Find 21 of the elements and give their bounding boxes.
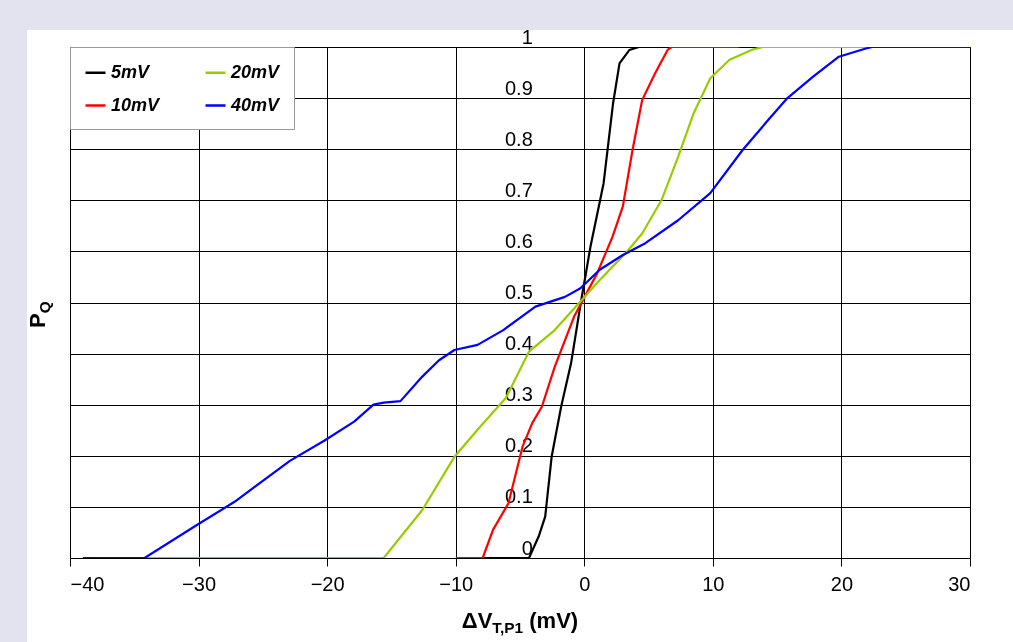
y-tick-label: 0: [521, 536, 533, 559]
x-tick-label: 10: [702, 572, 725, 595]
x-tick-label: 0: [579, 572, 591, 595]
x-tick-label: −40: [70, 572, 105, 595]
legend-label: 40mV: [230, 94, 282, 115]
y-tick-label: 1: [521, 25, 533, 48]
y-tick-label: 0.9: [504, 76, 533, 99]
x-tick-label: −20: [310, 572, 345, 595]
x-tick-label: 30: [948, 572, 971, 595]
x-tick-label: −10: [439, 572, 474, 595]
y-tick-label: 0.6: [504, 229, 533, 252]
x-tick-label: 20: [830, 572, 854, 595]
y-tick-label: 0.4: [504, 332, 533, 355]
legend-label: 20mV: [230, 61, 282, 82]
x-axis-title: ΔV$_{T,P1}$ (mV): [460, 608, 580, 638]
legend-label: 5mV: [111, 61, 152, 82]
y-tick-label: 0.8: [504, 127, 533, 150]
y-tick-label: 0.5: [504, 281, 533, 303]
y-tick-label: 0.7: [504, 178, 533, 201]
legend-label: 10mV: [111, 94, 162, 115]
x-tick-label: −30: [182, 572, 217, 595]
